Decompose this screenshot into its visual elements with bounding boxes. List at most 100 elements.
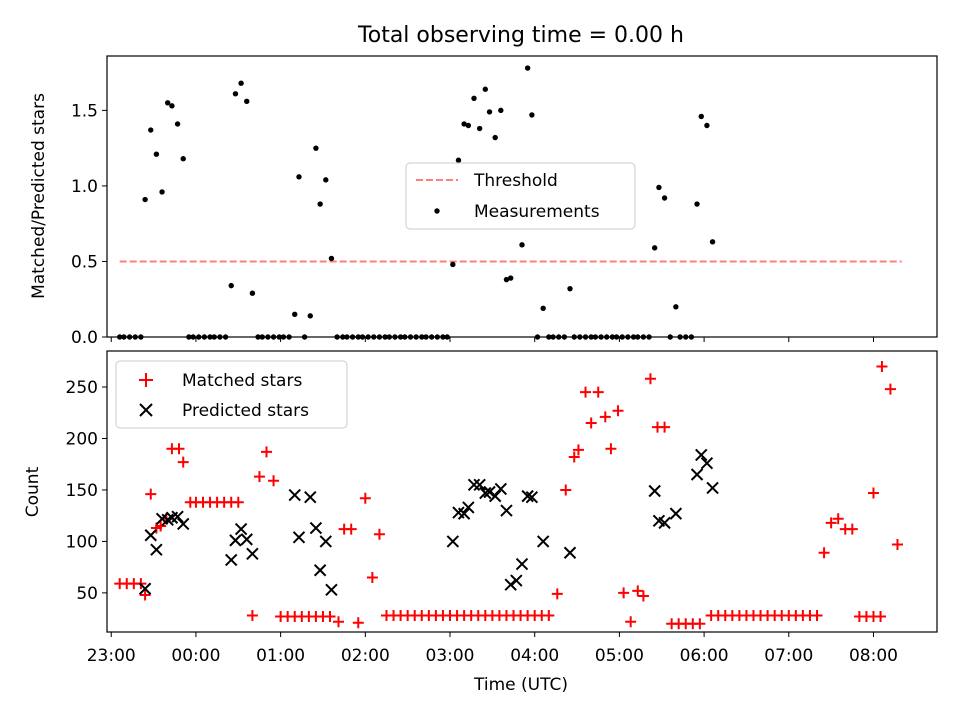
predicted-star-point bbox=[515, 557, 529, 571]
matched-star-point bbox=[177, 456, 189, 468]
measurement-point bbox=[238, 80, 244, 86]
measurement-point bbox=[540, 305, 546, 311]
measurements-legend-swatch bbox=[434, 208, 440, 214]
count-marks bbox=[114, 360, 903, 630]
count-x-tick-label: 02:00 bbox=[341, 646, 390, 666]
measurement-point bbox=[296, 174, 302, 180]
measurement-point bbox=[486, 109, 493, 115]
measurement-point bbox=[709, 239, 716, 245]
matched-star-point bbox=[585, 417, 597, 429]
measurement-point bbox=[164, 100, 171, 106]
matched-star-point bbox=[694, 618, 706, 630]
count-x-tick-label: 04:00 bbox=[510, 646, 559, 666]
predicted-star-point bbox=[473, 478, 486, 492]
matched-star-point bbox=[139, 589, 151, 601]
matched-legend-label: Matched stars bbox=[182, 371, 302, 391]
measurement-point bbox=[471, 95, 477, 102]
predicted-star-point bbox=[246, 547, 259, 560]
count-legend-box bbox=[115, 360, 348, 429]
matched-star-point bbox=[659, 421, 671, 433]
matched-star-point bbox=[891, 539, 903, 551]
count-x-tick-label: 07:00 bbox=[764, 646, 813, 666]
predicted-legend-swatch bbox=[139, 403, 153, 417]
matched-star-point bbox=[644, 373, 656, 385]
measurement-point bbox=[651, 245, 658, 251]
predicted-star-point bbox=[695, 448, 708, 462]
measurement-point bbox=[455, 157, 462, 163]
ratio-y-ticks: 0.0 0.5 1.0 1.5 bbox=[71, 101, 107, 348]
matched-star-point bbox=[345, 523, 357, 535]
count-x-tick-label: 00:00 bbox=[171, 646, 220, 666]
measurement-point bbox=[153, 151, 160, 157]
predicted-star-point bbox=[292, 531, 306, 544]
predicted-star-point bbox=[500, 504, 513, 517]
matched-star-point bbox=[876, 360, 888, 372]
measurement-point bbox=[328, 255, 335, 262]
predicted-star-point bbox=[234, 522, 248, 536]
measurement-point bbox=[317, 201, 323, 207]
predicted-star-point bbox=[325, 583, 338, 597]
measurement-point bbox=[567, 285, 573, 292]
measurement-point bbox=[292, 311, 298, 318]
count-y-tick-label: 250 bbox=[66, 378, 98, 398]
predicted-star-point bbox=[658, 516, 671, 530]
predicted-star-point bbox=[648, 484, 661, 498]
predicted-legend-label: Predicted stars bbox=[182, 401, 309, 421]
matched-star-point bbox=[625, 616, 637, 628]
ratio-x-ticks bbox=[110, 337, 874, 342]
predicted-star-point bbox=[229, 534, 242, 547]
measurement-point bbox=[180, 156, 186, 162]
measurement-point bbox=[169, 103, 175, 109]
count-x-tick-label: 03:00 bbox=[426, 646, 475, 666]
predicted-star-point bbox=[288, 488, 301, 502]
measurement-point bbox=[673, 304, 679, 310]
count-x-tick-label: 08:00 bbox=[849, 646, 898, 666]
ratio-y-tick-label: 0.0 bbox=[71, 328, 98, 348]
matched-star-point bbox=[818, 547, 830, 559]
predicted-star-point bbox=[494, 482, 508, 496]
predicted-star-point bbox=[669, 507, 683, 520]
measurement-point bbox=[492, 134, 498, 141]
matched-star-point bbox=[366, 571, 378, 583]
predicted-star-point bbox=[171, 510, 184, 523]
matched-legend-swatch bbox=[139, 373, 153, 387]
predicted-star-point bbox=[144, 529, 157, 542]
measurements-legend-label: Measurements bbox=[474, 202, 600, 222]
matched-star-point bbox=[867, 487, 879, 499]
predicted-star-point bbox=[225, 553, 238, 567]
measurement-point bbox=[503, 276, 510, 283]
measurement-point bbox=[661, 195, 668, 201]
predicted-star-point bbox=[304, 490, 317, 504]
predicted-star-point bbox=[457, 507, 471, 520]
ratio-y-tick-label: 1.5 bbox=[71, 101, 98, 121]
matched-star-point bbox=[568, 451, 580, 463]
matched-star-point bbox=[268, 475, 280, 487]
ratio-y-tick-label: 0.5 bbox=[71, 252, 98, 272]
measurement-point bbox=[323, 177, 329, 183]
matched-star-point bbox=[352, 617, 364, 629]
matched-star-point bbox=[572, 444, 584, 456]
matched-star-point bbox=[832, 513, 844, 525]
count-y-tick-label: 150 bbox=[66, 481, 98, 501]
measurement-point bbox=[694, 201, 700, 207]
measurement-point bbox=[461, 121, 467, 127]
measurement-point bbox=[159, 189, 165, 195]
measurement-point bbox=[524, 65, 531, 71]
matched-star-point bbox=[324, 611, 336, 623]
count-panel: 50 100 150 200 250 23:00 00:00 01:00 02:00 03:00… bbox=[23, 350, 938, 695]
predicted-star-point bbox=[690, 468, 704, 481]
matched-star-point bbox=[612, 405, 624, 417]
measurement-point bbox=[174, 121, 181, 127]
count-x-tick-label: 23:00 bbox=[87, 646, 136, 666]
matched-star-point bbox=[253, 471, 265, 483]
measurement-point bbox=[249, 290, 256, 296]
count-x-tick-label: 01:00 bbox=[256, 646, 305, 666]
matched-star-point bbox=[811, 610, 823, 622]
predicted-star-point bbox=[706, 481, 719, 495]
measurement-point bbox=[142, 196, 148, 203]
predicted-star-point bbox=[479, 486, 492, 500]
count-y-tick-label: 50 bbox=[76, 584, 98, 604]
ratio-y-tick-label: 1.0 bbox=[71, 177, 98, 197]
